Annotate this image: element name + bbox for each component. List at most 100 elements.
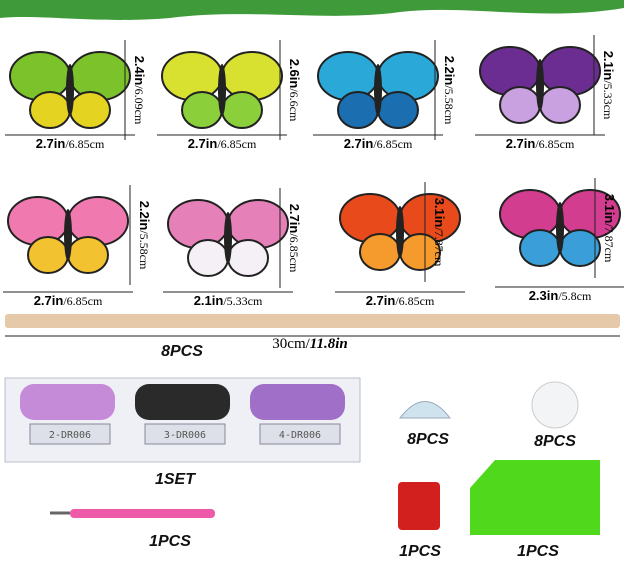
upper-wing <box>499 189 561 239</box>
lower-wing <box>559 229 601 267</box>
disc-count: 8PCS <box>534 433 576 450</box>
width-cm: /6.85cm <box>395 294 435 308</box>
width-label: 2.7in/6.85cm <box>344 136 413 151</box>
height-label: 3.1in/7.87cm <box>602 194 617 263</box>
pen <box>70 509 215 518</box>
height-in: 2.7in <box>287 204 302 234</box>
upper-wing <box>317 51 379 101</box>
tray-count: 1PCS <box>517 543 559 560</box>
bead-compartments: 2-DR006 3-DR006 4-DR006 <box>20 384 345 445</box>
body <box>64 209 72 261</box>
body <box>536 59 544 111</box>
height-in: 2.2in <box>137 201 152 231</box>
width-label: 2.1in/5.33cm <box>194 293 263 308</box>
bead-label: 2-DR006 <box>49 430 91 441</box>
upper-wing <box>377 51 439 101</box>
height-label: 2.1in/5.33cm <box>601 51 616 120</box>
height-cm: /5.58cm <box>442 85 456 125</box>
length-cm: 30cm/ <box>272 336 310 352</box>
upper-wing <box>69 51 131 101</box>
height-cm: /6.85cm <box>287 233 301 273</box>
body <box>66 64 74 116</box>
body <box>224 212 232 264</box>
upper-wing <box>399 193 461 243</box>
butterfly: 2.3in/5.8cm 3.1in/7.87cm <box>495 178 624 303</box>
beads-count: 1SET <box>155 471 196 488</box>
butterfly: 2.7in/6.85cm 2.1in/5.33cm <box>475 35 616 151</box>
height-label: 2.4in/6.09cm <box>132 56 147 125</box>
lower-wing <box>377 91 419 129</box>
width-label: 2.7in/6.85cm <box>188 136 257 151</box>
width-cm: /6.85cm <box>65 137 105 151</box>
bead-label: 4-DR006 <box>279 430 321 441</box>
wax <box>398 482 440 530</box>
upper-wing <box>161 51 223 101</box>
butterfly: 2.7in/6.85cm 2.2in/5.58cm <box>3 185 152 308</box>
header-band <box>0 0 624 20</box>
upper-wing <box>167 199 229 249</box>
height-label: 3.1in/7.87cm <box>432 198 447 267</box>
height-cm: /5.33cm <box>601 80 615 120</box>
width-in: 2.3in <box>529 288 559 303</box>
lower-wing <box>499 86 541 124</box>
width-cm: /6.85cm <box>373 137 413 151</box>
width-in: 2.7in <box>506 136 536 151</box>
width-cm: /6.85cm <box>535 137 575 151</box>
height-label: 2.2in/5.58cm <box>137 201 152 270</box>
bead-pile <box>20 384 115 420</box>
ruler <box>5 314 620 328</box>
width-cm: /6.85cm <box>63 294 103 308</box>
butterfly: 2.1in/5.33cm 2.7in/6.85cm <box>163 188 302 308</box>
upper-wing <box>221 51 283 101</box>
height-in: 3.1in <box>602 194 617 224</box>
butterfly: 2.7in/6.85cm 2.6in/6.6cm <box>157 40 302 151</box>
upper-wing <box>539 46 601 96</box>
upper-wing <box>7 196 69 246</box>
upper-wing <box>339 193 401 243</box>
height-in: 3.1in <box>432 198 447 228</box>
butterfly: 2.7in/6.85cm 2.4in/6.09cm <box>5 40 147 151</box>
bead-label: 3-DR006 <box>164 430 206 441</box>
width-in: 2.7in <box>344 136 374 151</box>
lower-wing <box>187 239 229 277</box>
height-in: 2.4in <box>132 56 147 86</box>
length-in: 11.8in <box>310 336 348 352</box>
upper-wing <box>9 51 71 101</box>
lower-wing <box>519 229 561 267</box>
bead-pile <box>135 384 230 420</box>
width-in: 2.7in <box>366 293 396 308</box>
body <box>218 64 226 116</box>
suction-cup <box>398 401 452 419</box>
lower-wing <box>27 236 69 274</box>
bead-tag <box>29 423 111 445</box>
width-in: 2.1in <box>194 293 224 308</box>
lower-wing <box>337 91 379 129</box>
width-in: 2.7in <box>188 136 218 151</box>
width-in: 2.7in <box>34 293 64 308</box>
height-cm: /5.58cm <box>137 230 151 270</box>
upper-wing <box>479 46 541 96</box>
height-label: 2.2in/5.58cm <box>442 56 457 125</box>
height-label: 2.6in/6.6cm <box>287 59 302 122</box>
height-cm: /6.6cm <box>287 88 301 122</box>
lower-wing <box>29 91 71 129</box>
butterfly: 2.7in/6.85cm 2.2in/5.58cm <box>313 40 457 151</box>
height-in: 2.6in <box>287 59 302 89</box>
disc <box>531 381 579 429</box>
width-label: 2.7in/6.85cm <box>34 293 103 308</box>
height-cm: /7.87cm <box>602 223 616 263</box>
lower-wing <box>221 91 263 129</box>
lower-wing <box>539 86 581 124</box>
ruler-length: 30cm/11.8in <box>272 336 347 352</box>
tray <box>470 460 600 535</box>
upper-wing <box>67 196 129 246</box>
lower-wing <box>359 233 401 271</box>
lower-wing <box>227 239 269 277</box>
upper-wing <box>227 199 289 249</box>
butterflies: 2.7in/6.85cm 2.4in/6.09cm 2.7in/6.85cm 2.6i… <box>3 35 624 308</box>
bead-tag <box>259 423 341 445</box>
width-in: 2.7in <box>36 136 66 151</box>
width-label: 2.3in/5.8cm <box>529 288 592 303</box>
ruler-count: 8PCS <box>161 343 203 360</box>
